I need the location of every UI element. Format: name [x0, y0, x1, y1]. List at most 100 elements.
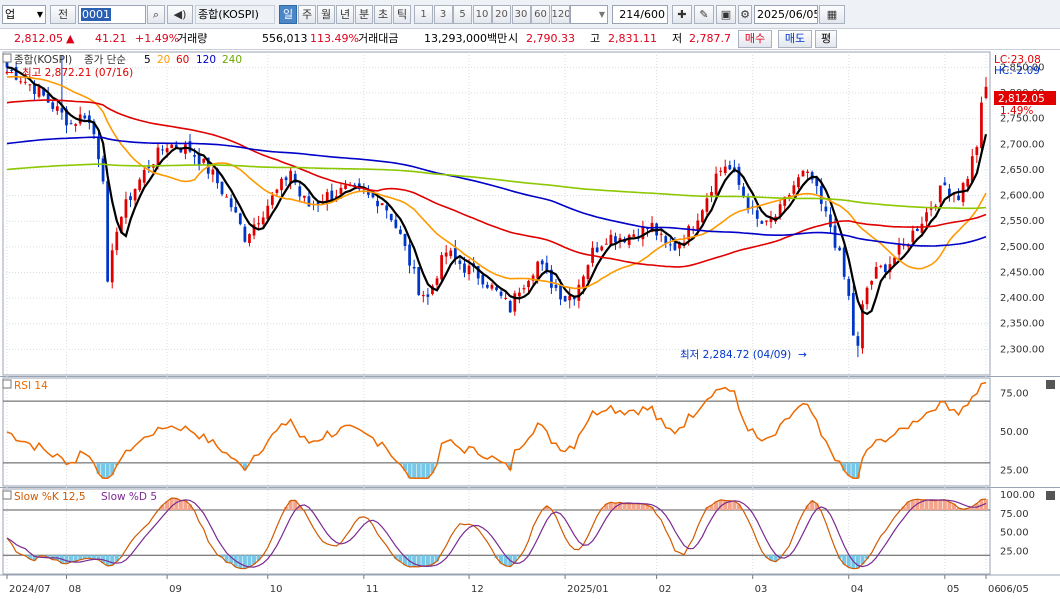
candle-body: [755, 210, 759, 219]
legend-toggle-icon[interactable]: [2, 53, 12, 63]
candle: [879, 264, 883, 269]
search-button[interactable]: ⌕: [147, 5, 165, 24]
stoch-overbought-fill: [947, 501, 952, 511]
candle-body: [266, 205, 270, 220]
interval-button-20[interactable]: 20: [492, 5, 511, 24]
interval-select[interactable]: ▼: [570, 5, 608, 24]
interval-button-1[interactable]: 1: [414, 5, 433, 24]
price-tick-label: 2,600.00: [1000, 191, 1045, 202]
stoch-oversold-fill: [46, 555, 51, 558]
stoch-oversold-fill: [32, 555, 37, 561]
stoch-overbought-fill: [640, 503, 645, 511]
candle-body: [403, 233, 407, 246]
candle: [508, 299, 512, 314]
candle-body: [696, 220, 700, 231]
code-input[interactable]: 0001: [78, 5, 146, 24]
candle-body: [270, 195, 274, 205]
stoch-overbought-fill: [942, 499, 947, 511]
chart-area[interactable]: 2,850.002,800.002,750.002,700.002,650.00…: [0, 50, 1060, 599]
price-tick-label: 2,850.00: [1000, 62, 1045, 73]
interval-button-60[interactable]: 60: [531, 5, 550, 24]
stoch-toggle-icon[interactable]: [2, 490, 12, 500]
rsi-panel: [3, 381, 990, 480]
candle-body: [316, 202, 320, 205]
candle-body: [856, 336, 860, 346]
settings-button[interactable]: ⚙: [738, 5, 752, 24]
interval-button-10[interactable]: 10: [472, 5, 492, 24]
candle: [673, 237, 677, 251]
stoch-oversold-fill: [110, 555, 115, 566]
stoch-overbought-fill: [901, 506, 906, 511]
calendar-button[interactable]: ▦: [819, 5, 845, 24]
period-button-6[interactable]: 틱: [393, 5, 411, 24]
candle-body: [188, 141, 192, 152]
candle-body: [929, 208, 933, 210]
candle-body: [330, 190, 334, 200]
candle-body: [458, 260, 462, 264]
candle: [110, 243, 114, 289]
buy-button[interactable]: 매수: [738, 30, 772, 48]
stoch-oversold-fill: [503, 555, 508, 566]
candle-body: [490, 284, 494, 289]
candle-body: [897, 244, 901, 255]
price-tick-label: 2,500.00: [1000, 242, 1045, 253]
period-button-3[interactable]: 년: [336, 5, 354, 24]
stoch-oversold-fill: [412, 555, 417, 567]
candle-body: [504, 297, 508, 299]
candle: [595, 241, 599, 253]
candle-body: [275, 189, 279, 193]
period-button-5[interactable]: 초: [374, 5, 392, 24]
candle-body: [298, 186, 302, 197]
panel-frame-1: [2, 377, 991, 487]
draw-icon: ✎: [699, 8, 709, 21]
draw-tool-button[interactable]: ✎: [694, 5, 714, 24]
legend-ma-20: 20: [157, 54, 170, 66]
candle-body: [966, 178, 970, 187]
stoch-overbought-fill: [174, 498, 179, 511]
candle-body: [202, 158, 206, 163]
interval-button-5[interactable]: 5: [453, 5, 472, 24]
extra-button[interactable]: 평: [815, 30, 837, 48]
candle: [266, 199, 270, 222]
candle: [289, 167, 293, 190]
all-button[interactable]: 전: [50, 5, 76, 24]
candle-body: [934, 205, 938, 207]
stoch-oversold-fill: [101, 555, 106, 564]
candle: [161, 145, 164, 155]
period-button-4[interactable]: 분: [355, 5, 373, 24]
candle-body: [284, 177, 288, 181]
candle: [591, 241, 594, 267]
x-tick-label: 03: [755, 584, 768, 595]
candle-body: [83, 115, 87, 119]
candle: [838, 245, 841, 252]
candle-body: [916, 228, 919, 232]
chart-tool-button[interactable]: ✚: [672, 5, 692, 24]
date-input[interactable]: 2025/06/05: [754, 5, 818, 24]
market-select[interactable]: 업 ▼: [2, 5, 46, 24]
candle: [261, 211, 265, 229]
candle: [124, 191, 128, 224]
speaker-button[interactable]: ◀): [167, 5, 193, 24]
stoch-panel-menu-icon[interactable]: [1046, 491, 1055, 500]
period-button-2[interactable]: 월: [317, 5, 335, 24]
period-button-1[interactable]: 주: [298, 5, 316, 24]
save-button[interactable]: ▣: [716, 5, 736, 24]
rsi-toggle-icon[interactable]: [2, 379, 12, 389]
interval-button-120[interactable]: 120: [550, 5, 570, 24]
price-legend: 종합(KOSPI) 종가 단순 5 20 60 120 240 ← 최고 2,8…: [2, 53, 1056, 361]
count-input[interactable]: 214/600: [612, 5, 668, 24]
candle-body: [238, 213, 242, 225]
candle-body: [339, 187, 343, 195]
stoch-overbought-fill: [618, 502, 623, 511]
period-button-0[interactable]: 일: [279, 5, 297, 24]
interval-button-3[interactable]: 3: [433, 5, 453, 24]
stoch-d-line: [6, 499, 987, 568]
interval-button-30[interactable]: 30: [511, 5, 531, 24]
candle-body: [243, 226, 247, 242]
rsi-legend: RSI 14: [2, 379, 1055, 392]
rsi-oversold-fill: [430, 462, 435, 473]
sell-button[interactable]: 매도: [778, 30, 812, 48]
rsi-panel-menu-icon[interactable]: [1046, 380, 1055, 389]
candle-body: [819, 186, 823, 204]
candle-body: [252, 224, 256, 236]
